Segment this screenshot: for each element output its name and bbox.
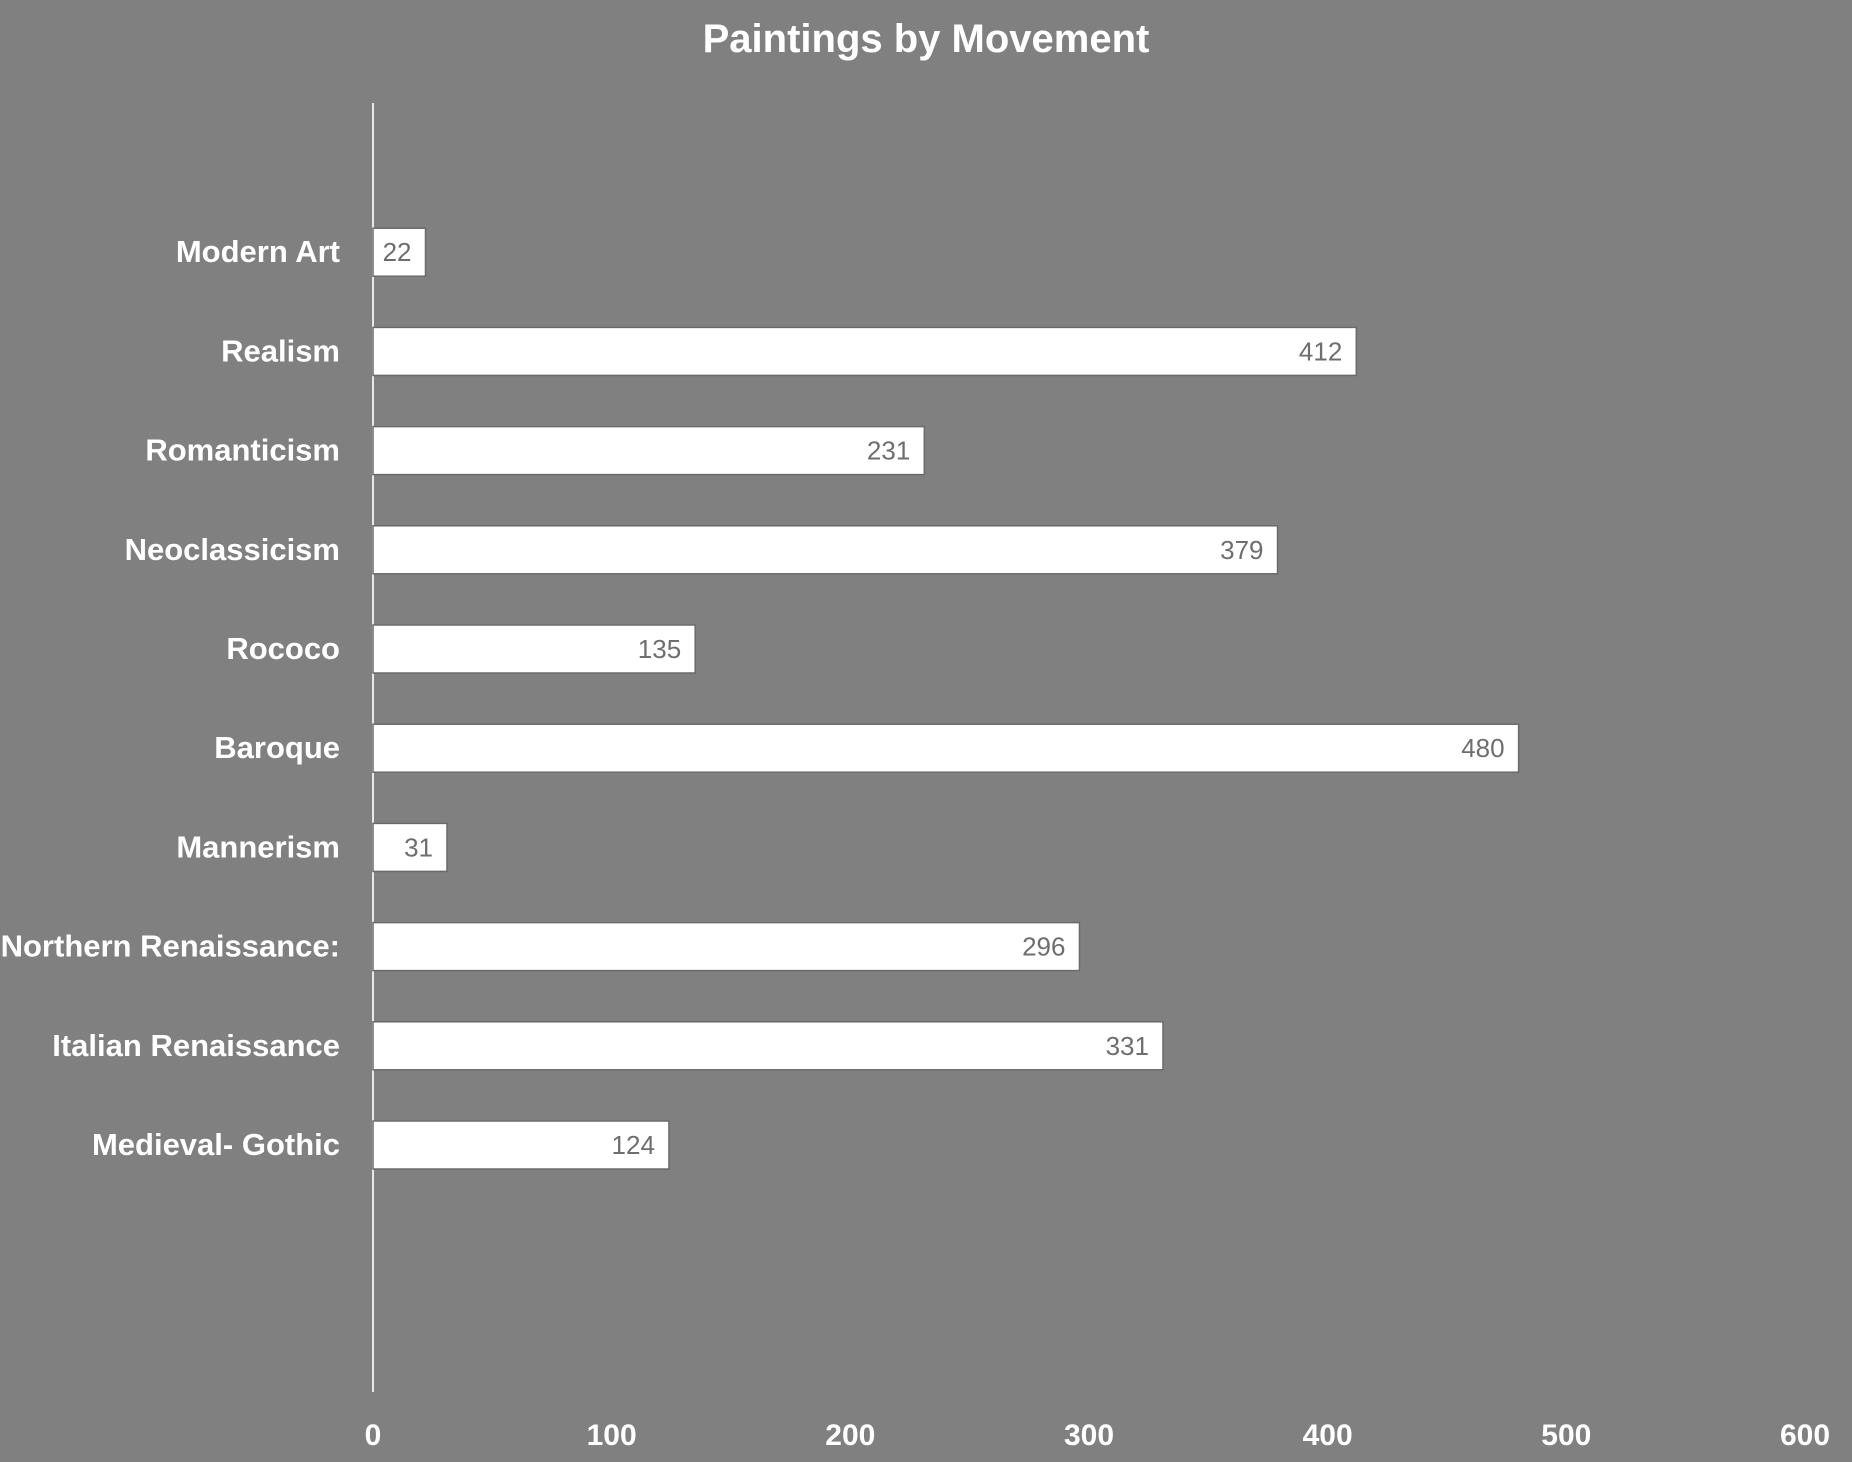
data-label-northern-renaissance: 296: [1022, 932, 1065, 962]
category-label-neoclassicism: Neoclassicism: [125, 532, 340, 567]
bar-modern-art: [372, 227, 427, 277]
bar-italian-renaissance: [372, 1021, 1164, 1071]
bar-medieval-gothic: [372, 1120, 670, 1170]
bar-romanticism: [372, 425, 926, 476]
data-label-medieval-gothic: 124: [612, 1130, 655, 1160]
category-label-rococo: Rococo: [226, 631, 340, 666]
category-label-modern-art: Modern Art: [176, 234, 340, 269]
chart-title: Paintings by Movement: [703, 17, 1150, 61]
x-tick-label-400: 400: [1303, 1419, 1353, 1452]
x-tick-label-600: 600: [1780, 1419, 1830, 1452]
data-label-baroque: 480: [1461, 733, 1504, 763]
x-tick-label-100: 100: [587, 1419, 637, 1452]
bar-neoclassicism: [372, 525, 1279, 575]
bars-group: 124 331 296 31 480 135 379 231 412 22: [372, 227, 1520, 1170]
category-labels: Medieval- Gothic Italian Renaissance North…: [1, 234, 340, 1162]
bar-realism: [372, 326, 1358, 377]
data-label-neoclassicism: 379: [1220, 535, 1263, 565]
data-label-romanticism: 231: [867, 436, 910, 466]
x-axis-tick-labels: 0 100 200 300 400 500 600: [365, 1419, 1830, 1452]
category-label-medieval-gothic: Medieval- Gothic: [92, 1127, 340, 1162]
bar-mannerism: [372, 822, 448, 873]
category-label-northern-renaissance: Northern Renaissance:: [1, 929, 340, 964]
category-label-romanticism: Romanticism: [145, 433, 340, 468]
bar-rococo: [372, 624, 696, 674]
data-label-italian-renaissance: 331: [1106, 1031, 1149, 1061]
x-tick-label-500: 500: [1541, 1419, 1591, 1452]
x-tick-label-300: 300: [1064, 1419, 1114, 1452]
category-label-mannerism: Mannerism: [176, 829, 340, 864]
bar-northern-renaissance: [372, 921, 1081, 972]
x-tick-label-200: 200: [825, 1419, 875, 1452]
data-label-mannerism: 31: [404, 832, 433, 862]
data-label-rococo: 135: [638, 634, 681, 664]
data-label-realism: 412: [1299, 336, 1342, 366]
category-label-realism: Realism: [221, 333, 340, 368]
category-label-italian-renaissance: Italian Renaissance: [52, 1028, 340, 1063]
data-label-modern-art: 22: [383, 237, 412, 267]
bar-baroque: [372, 723, 1520, 773]
category-label-baroque: Baroque: [214, 730, 340, 765]
x-tick-label-0: 0: [365, 1419, 382, 1452]
